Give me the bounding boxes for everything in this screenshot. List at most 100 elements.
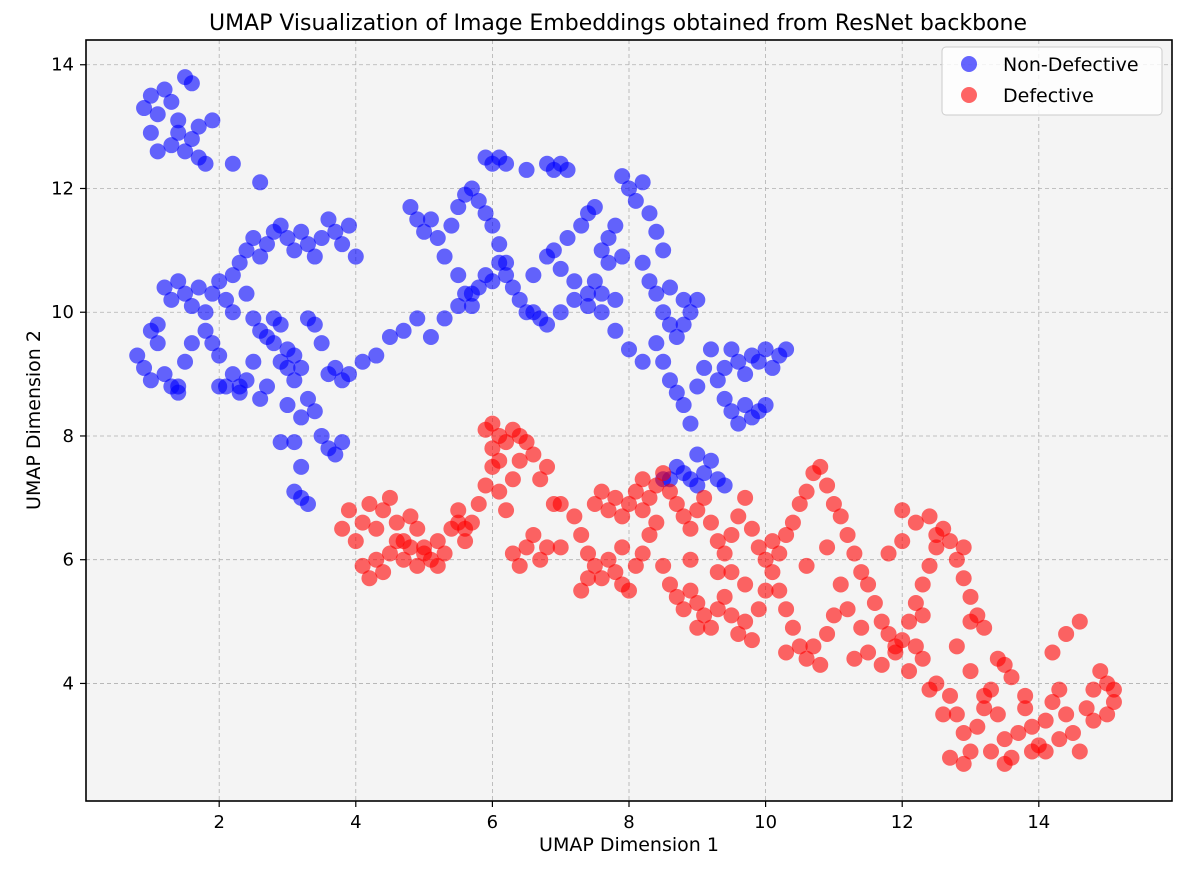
defective-point <box>778 601 795 618</box>
defective-point <box>1099 706 1116 723</box>
defective-point <box>552 539 569 556</box>
non-defective-point <box>730 353 747 370</box>
defective-point <box>983 743 999 760</box>
defective-point <box>976 619 993 636</box>
non-defective-point <box>170 112 187 129</box>
non-defective-point <box>504 279 521 296</box>
non-defective-point <box>607 217 624 234</box>
defective-point <box>525 446 542 463</box>
defective-point <box>723 607 740 624</box>
non-defective-point <box>334 434 351 451</box>
defective-point <box>955 755 972 772</box>
non-defective-point <box>259 236 275 253</box>
non-defective-point <box>668 384 685 401</box>
non-defective-point <box>463 180 480 197</box>
defective-point <box>648 514 665 531</box>
non-defective-point <box>634 254 651 271</box>
x-tick-label: 4 <box>350 812 361 833</box>
non-defective-point <box>778 341 795 358</box>
defective-point <box>907 638 924 655</box>
non-defective-point <box>340 366 357 383</box>
defective-point <box>395 551 412 568</box>
defective-point <box>764 564 781 581</box>
non-defective-point <box>211 347 228 364</box>
defective-point <box>1023 718 1040 735</box>
non-defective-point <box>163 291 180 308</box>
non-defective-point <box>177 353 194 370</box>
non-defective-point <box>750 353 767 370</box>
non-defective-point <box>149 335 166 352</box>
legend-marker-defective <box>961 87 977 103</box>
defective-point <box>730 508 747 525</box>
defective-point <box>648 477 665 494</box>
defective-point <box>942 687 959 704</box>
defective-point <box>873 613 890 630</box>
series-defective <box>334 415 1122 772</box>
non-defective-point <box>716 390 733 407</box>
defective-point <box>457 533 474 550</box>
defective-point <box>504 545 521 562</box>
defective-point <box>1044 694 1061 711</box>
defective-point <box>771 545 788 562</box>
defective-point <box>812 656 829 673</box>
defective-point <box>491 452 508 469</box>
non-defective-point <box>252 390 269 407</box>
defective-point <box>614 539 631 556</box>
non-defective-point <box>689 291 706 308</box>
defective-point <box>996 656 1013 673</box>
non-defective-point <box>409 211 426 228</box>
non-defective-point <box>306 248 323 265</box>
non-defective-point <box>224 267 241 284</box>
non-defective-point <box>614 168 631 185</box>
non-defective-point <box>409 310 426 327</box>
non-defective-point <box>265 310 282 327</box>
non-defective-point <box>149 143 166 160</box>
non-defective-point <box>668 458 685 475</box>
defective-point <box>743 520 760 537</box>
defective-point <box>819 477 836 494</box>
x-tick-label: 8 <box>623 812 634 833</box>
defective-point <box>962 743 979 760</box>
defective-point <box>361 570 378 587</box>
defective-point <box>1078 700 1095 717</box>
non-defective-point <box>470 192 487 209</box>
defective-point <box>607 564 624 581</box>
defective-point <box>1037 743 1054 760</box>
defective-point <box>634 545 651 562</box>
defective-point <box>784 514 801 531</box>
non-defective-point <box>279 229 296 246</box>
defective-point <box>1071 743 1088 760</box>
non-defective-point <box>320 211 337 228</box>
defective-point <box>832 508 849 525</box>
defective-point <box>860 644 877 661</box>
non-defective-point <box>293 458 310 475</box>
series-non-defective <box>129 69 795 513</box>
non-defective-point <box>272 434 289 451</box>
non-defective-point <box>525 267 542 284</box>
non-defective-point <box>675 316 692 333</box>
defective-point <box>935 706 952 723</box>
non-defective-point <box>218 291 235 308</box>
non-defective-point <box>559 229 576 246</box>
non-defective-point <box>661 279 678 296</box>
defective-point <box>771 582 788 599</box>
non-defective-point <box>238 242 255 259</box>
defective-point <box>1092 663 1109 680</box>
defective-point <box>477 477 494 494</box>
non-defective-point <box>142 372 159 389</box>
non-defective-point <box>436 310 453 327</box>
non-defective-point <box>313 427 330 444</box>
non-defective-point <box>675 291 692 308</box>
defective-point <box>955 539 972 556</box>
y-tick-label: 6 <box>63 550 74 571</box>
non-defective-point <box>484 273 501 290</box>
non-defective-point <box>730 415 747 432</box>
defective-point <box>996 755 1013 772</box>
defective-point <box>655 557 672 574</box>
defective-point <box>491 483 508 500</box>
defective-point <box>607 489 624 506</box>
non-defective-point <box>183 130 200 147</box>
defective-point <box>716 588 733 605</box>
defective-point <box>921 508 938 525</box>
